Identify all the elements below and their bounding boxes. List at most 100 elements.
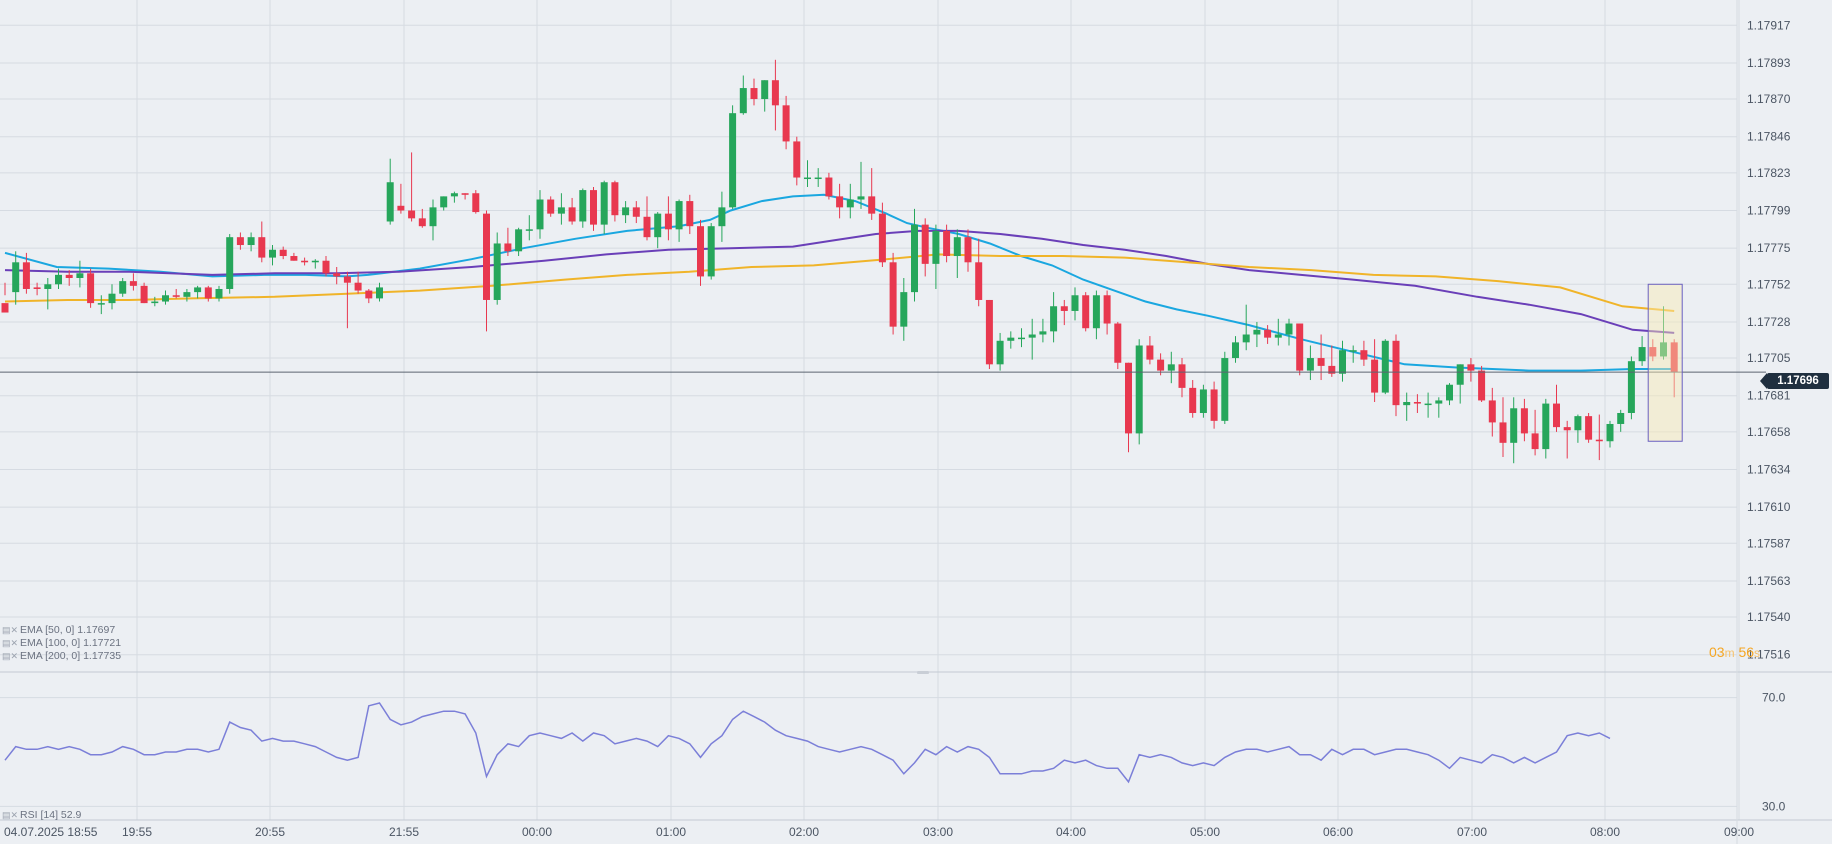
- candle-body: [568, 207, 576, 222]
- x-tick-label: 02:00: [789, 825, 819, 839]
- ema-50-label: EMA [50, 0] 1.17697: [20, 624, 116, 636]
- candle-body: [1092, 295, 1100, 329]
- candle-body: [1050, 306, 1058, 332]
- candle-body: [1285, 323, 1293, 335]
- candle-body: [1232, 342, 1239, 359]
- candle-body: [686, 201, 694, 227]
- candle-body: [1563, 427, 1571, 431]
- settings-close-icon[interactable]: ▤✕: [2, 638, 19, 648]
- candle-body: [857, 196, 865, 200]
- candle-body: [204, 287, 212, 299]
- candle-body: [1595, 439, 1603, 442]
- candle-body: [536, 199, 544, 230]
- x-tick-label: 04.07.2025 18:55: [4, 825, 98, 839]
- candle-body: [525, 229, 533, 231]
- candle-body: [771, 80, 779, 106]
- candle-body: [557, 207, 565, 214]
- y-tick-label: 1.17752: [1747, 277, 1791, 291]
- y-tick-label: 1.17681: [1747, 389, 1791, 403]
- settings-close-icon[interactable]: ▤✕: [2, 810, 19, 820]
- candle-body: [1617, 412, 1625, 424]
- y-tick-label: 1.17540: [1747, 610, 1791, 624]
- x-tick-label: 03:00: [923, 825, 953, 839]
- candle-body: [889, 262, 897, 327]
- x-tick-label: 09:00: [1724, 825, 1754, 839]
- pane-resize-handle[interactable]: [917, 671, 929, 674]
- candle-body: [311, 260, 319, 263]
- candle-body: [1392, 340, 1400, 406]
- candle-body: [1146, 345, 1154, 360]
- ema-50-legend[interactable]: ▤✕ EMA [50, 0] 1.17697: [2, 624, 121, 637]
- candle-body: [1606, 423, 1614, 442]
- rsi-legend[interactable]: ▤✕ RSI [14] 52.9: [2, 809, 81, 821]
- candle-body: [814, 177, 822, 180]
- candle-body: [868, 196, 876, 214]
- ema-200-line: [4, 253, 1675, 312]
- candle-body: [996, 340, 1004, 365]
- candle-body: [1349, 350, 1357, 352]
- candle-body: [1435, 400, 1443, 404]
- settings-close-icon[interactable]: ▤✕: [2, 651, 19, 661]
- candle-body: [65, 274, 73, 278]
- candle-body: [1553, 403, 1560, 428]
- candle-body: [515, 229, 523, 252]
- x-tick-label: 08:00: [1590, 825, 1620, 839]
- y-tick-label: 1.17893: [1747, 56, 1791, 70]
- candle-body: [97, 303, 105, 305]
- candle-body: [172, 295, 180, 297]
- candle-body: [975, 262, 983, 300]
- candle-countdown: 03m 56s: [1709, 644, 1760, 660]
- candle-body: [1028, 334, 1036, 338]
- candle-body: [1242, 334, 1250, 343]
- candle-body: [739, 88, 747, 114]
- candle-body: [183, 292, 191, 297]
- candle-body: [953, 237, 961, 257]
- candle-body: [1371, 359, 1379, 393]
- candle-body: [1585, 416, 1593, 440]
- y-tick-label: 1.17516: [1747, 648, 1791, 662]
- candle-body: [985, 299, 993, 365]
- candle-body: [397, 205, 405, 211]
- candle-body: [718, 207, 726, 227]
- candle-body: [461, 193, 469, 195]
- candle-body: [365, 290, 373, 299]
- settings-close-icon[interactable]: ▤✕: [2, 625, 19, 635]
- candle-body: [1478, 370, 1486, 401]
- candle-body: [878, 213, 886, 263]
- candle-body: [761, 80, 769, 100]
- candle-body: [1253, 329, 1261, 335]
- candle-body: [1199, 389, 1207, 413]
- candle-body: [1274, 334, 1282, 338]
- ema-100-line: [4, 229, 1675, 334]
- candle-body: [622, 207, 630, 216]
- candle-body: [333, 273, 341, 277]
- candle-body: [386, 182, 394, 222]
- ema-legend: ▤✕ EMA [50, 0] 1.17697 ▤✕ EMA [100, 0] 1.1…: [2, 624, 121, 663]
- candle-body: [354, 282, 362, 291]
- candle-body: [290, 256, 298, 261]
- x-tick-label: 00:00: [522, 825, 552, 839]
- x-tick-label: 01:00: [656, 825, 686, 839]
- ema-200-legend[interactable]: ▤✕ EMA [200, 0] 1.17735: [2, 650, 121, 663]
- y-tick-label: 1.17610: [1747, 500, 1791, 514]
- rsi-tick-label: 70.0: [1762, 691, 1786, 705]
- candle-body: [921, 224, 929, 264]
- ema-100-legend[interactable]: ▤✕ EMA [100, 0] 1.17721: [2, 637, 121, 650]
- candle-body: [408, 210, 416, 219]
- y-tick-label: 1.17846: [1747, 130, 1791, 144]
- candle-body: [804, 177, 811, 180]
- candle-body: [1649, 347, 1657, 357]
- ema-200-label: EMA [200, 0] 1.17735: [20, 650, 122, 662]
- candle-body: [226, 237, 234, 289]
- candle-body: [1007, 337, 1015, 341]
- candle-body: [1071, 295, 1079, 311]
- candle-body: [418, 218, 426, 227]
- candle-body: [279, 249, 287, 257]
- y-tick-label: 1.17870: [1747, 92, 1791, 106]
- timer-seconds-unit: s: [1754, 646, 1761, 660]
- y-tick-label: 1.17705: [1747, 351, 1791, 365]
- candle-body: [900, 292, 908, 327]
- candle-body: [643, 216, 651, 238]
